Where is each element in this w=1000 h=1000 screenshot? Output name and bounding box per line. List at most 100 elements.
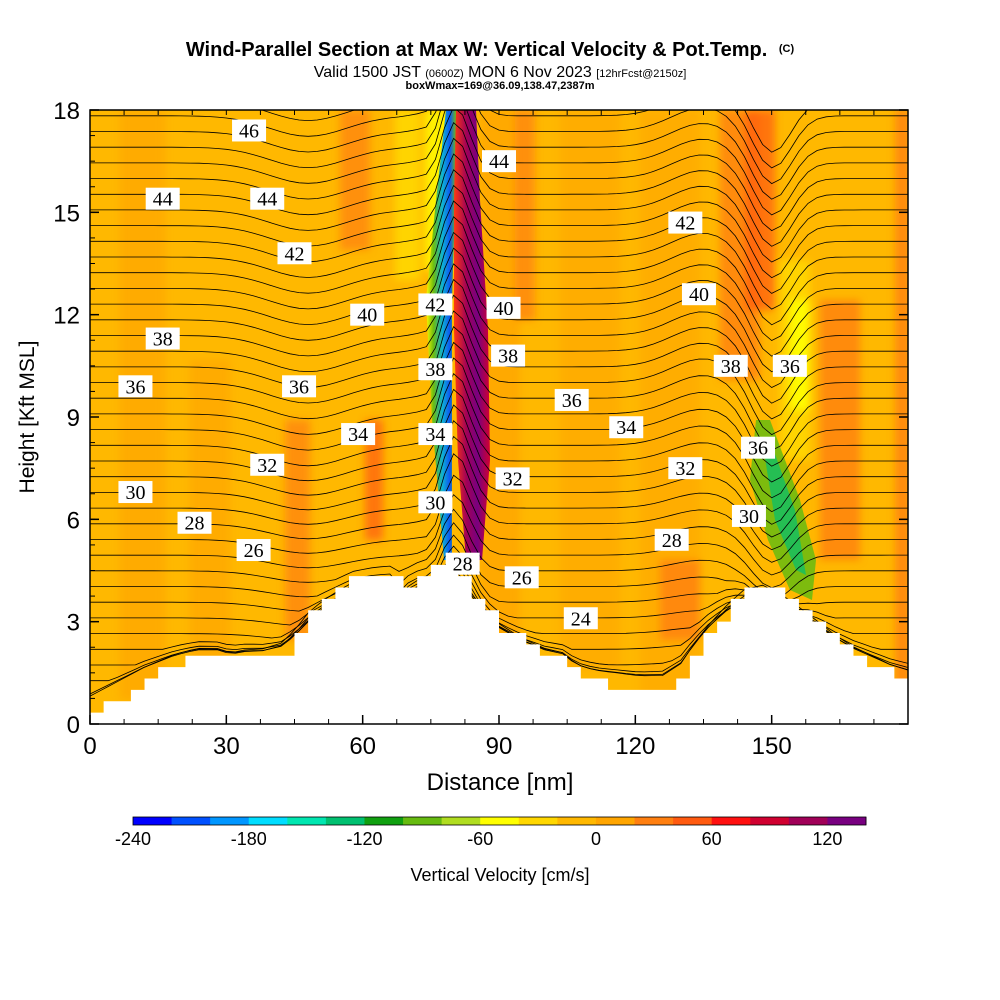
y-axis-label: Height [Kft MSL] (16, 341, 39, 494)
isentrope-label: 26 (236, 539, 271, 562)
isentrope-label-text: 42 (425, 294, 445, 316)
isentrope-label: 32 (668, 457, 703, 480)
isentrope-label-bg (713, 354, 748, 377)
isentrope-label-text: 44 (257, 189, 277, 211)
isentrope-label-bg (741, 436, 776, 459)
isentrope-line (90, 110, 908, 232)
colorbar-swatch (403, 817, 443, 825)
colorbar-swatch (634, 817, 674, 825)
isentrope-label-bg (418, 358, 453, 381)
isentrope-label: 30 (731, 504, 766, 528)
isentrope-label: 38 (713, 354, 748, 378)
x-tick-label: 60 (349, 733, 376, 760)
isentrope-label-text: 46 (239, 120, 259, 142)
isentrope-label-bg (609, 416, 644, 439)
isentrope-label-text: 40 (494, 298, 514, 320)
vertical-velocity-field: 46 44 44 42 40 38 36 36 34 32 30 28 26 42 38 34 30 28 44 40… (90, 110, 908, 724)
isentrope-label-text: 28 (662, 530, 682, 552)
isentrope-line (260, 110, 808, 153)
x-tick-label: 120 (615, 733, 655, 760)
isentrope-label-bg (681, 283, 716, 306)
isentrope-label: 30 (118, 481, 153, 504)
isentrope-label-text: 44 (153, 189, 173, 211)
isentrope-label-text: 26 (512, 567, 532, 589)
isentrope-line (90, 122, 908, 247)
colorbar-tick-label: -240 (115, 829, 151, 849)
isentrope-label-text: 30 (425, 492, 445, 514)
y-tick-label: 15 (53, 200, 80, 227)
isentrope-label: 28 (654, 528, 689, 552)
isentrope-label-bg (554, 388, 589, 411)
isentrope-label: 34 (418, 423, 453, 446)
colorbar-swatch (595, 817, 636, 825)
colorbar-swatch (133, 817, 173, 825)
isentrope-label-bg (418, 423, 453, 446)
isentrope-line (90, 341, 908, 467)
isentrope-label: 36 (741, 436, 776, 460)
chart-title: Wind-Parallel Section at Max W: Vertical… (186, 39, 795, 61)
isentrope-label-text: 42 (285, 243, 305, 265)
colorbar-swatch (248, 817, 288, 825)
isentrope-line (90, 200, 908, 326)
y-tick-label: 6 (67, 507, 80, 534)
x-axis: 0 30 60 90 120 150 (83, 110, 909, 760)
isentrope-label-bg (668, 457, 703, 480)
isentrope-label-text: 40 (689, 284, 709, 306)
isentrope-label-text: 40 (357, 305, 377, 327)
isentrope-line (90, 453, 908, 563)
updraft-core (454, 110, 490, 560)
isentrope-line (90, 184, 908, 310)
isentrope-label: 44 (250, 187, 285, 211)
isentrope-label-bg (341, 423, 376, 446)
isentrope-label: 30 (418, 491, 453, 514)
title-mark: (C) (779, 43, 795, 55)
isentrope-label-text: 32 (503, 468, 523, 490)
isentrope-label: 42 (277, 242, 312, 265)
isentrope-label: 38 (145, 327, 180, 351)
isentrope-line (90, 435, 908, 551)
isentrope-label: 38 (491, 344, 526, 368)
isentrope-label-bg (495, 467, 530, 490)
isentrope-label-text: 42 (675, 213, 695, 235)
isentrope-label-bg (654, 528, 689, 551)
y-tick-label: 3 (67, 610, 80, 637)
y-tick-label: 12 (53, 303, 80, 330)
isentrope-label-text: 34 (616, 417, 636, 439)
isentrope-line (90, 137, 908, 263)
isentrope-line (90, 263, 908, 388)
isentrope-label: 34 (609, 416, 644, 439)
colorbar-frame (132, 816, 867, 826)
isentrope-label: 32 (250, 453, 285, 477)
isentrope-label-text: 32 (675, 458, 695, 480)
isentrope-label-text: 26 (244, 540, 264, 562)
isentrope-label-text: 30 (125, 482, 145, 504)
isentrope-line (90, 373, 908, 499)
isentrope-label-bg (232, 119, 267, 142)
colorbar-swatch (325, 817, 365, 825)
isentrope-line (90, 216, 908, 341)
isentrope-label-bg (482, 150, 516, 173)
isentrope-line (90, 153, 908, 279)
isentrope-label-bg (418, 293, 453, 316)
isentrope-label-bg (731, 504, 766, 527)
isentrope-label: 40 (486, 296, 521, 320)
isentrope-label-bg (491, 344, 526, 367)
isentrope-label: 26 (504, 566, 539, 589)
isentrope-label-bg (250, 453, 285, 476)
isentrope-label-text: 38 (153, 329, 173, 351)
isentrope-label: 40 (350, 303, 385, 327)
colorbar-swatch (788, 817, 828, 825)
isentrope-line (90, 310, 908, 436)
isentrope-label: 24 (563, 607, 598, 630)
isentrope-label-text: 38 (721, 356, 741, 378)
colorbar-swatch (518, 817, 558, 825)
chart-title-group: Wind-Parallel Section at Max W: Vertical… (186, 39, 795, 92)
isentrope-line (90, 169, 908, 294)
colorbar-swatch (711, 817, 751, 825)
terrain-mask (90, 564, 908, 724)
isentrope-label-text: 36 (125, 376, 145, 398)
colorbar-tick-label: -180 (231, 829, 267, 849)
isentrope-label: 40 (681, 283, 716, 306)
chart-subtitle: Valid 1500 JST (0600Z) MON 6 Nov 2023 [1… (314, 64, 687, 81)
